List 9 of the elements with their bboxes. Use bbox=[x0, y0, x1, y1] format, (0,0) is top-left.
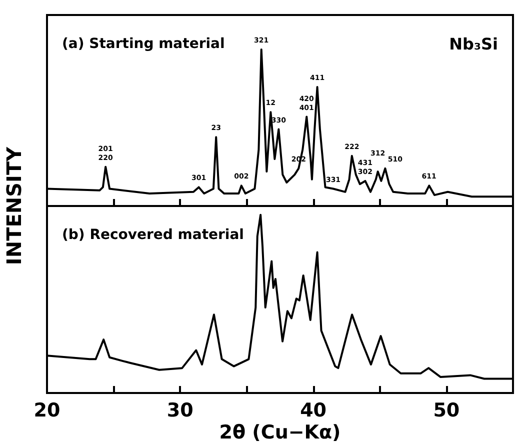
annotation: Nb₃Si bbox=[449, 34, 498, 54]
x-tick-label: 30 bbox=[166, 400, 194, 422]
x-tick-label: 40 bbox=[300, 400, 327, 422]
x-tick-label: 50 bbox=[433, 400, 460, 422]
x-tick-label: 20 bbox=[34, 400, 60, 422]
annotation: (b) Recovered material bbox=[62, 227, 244, 243]
y-axis-title: INTENSITY bbox=[2, 146, 26, 266]
x-axis-title: 2θ (Cu−Kα) bbox=[219, 422, 341, 443]
annotation: (a) Starting material bbox=[62, 36, 225, 52]
